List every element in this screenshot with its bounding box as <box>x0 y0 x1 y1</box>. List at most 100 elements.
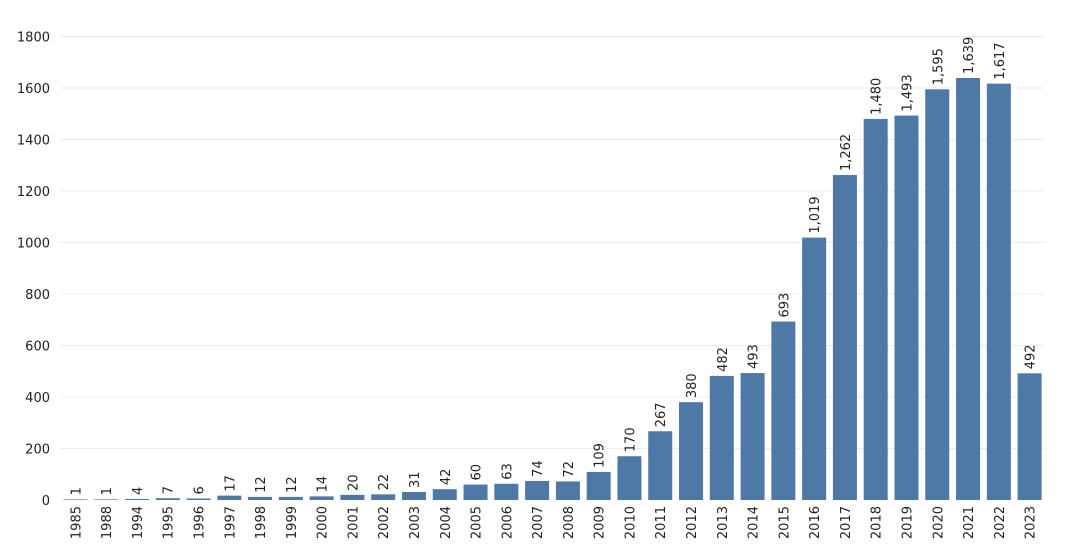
x-tick-label-2011: 2011 <box>654 506 669 539</box>
bar-2022 <box>986 83 1011 500</box>
bar-2017 <box>832 175 857 500</box>
data-label-1998: 12 <box>254 476 269 493</box>
y-tick-label: 200 <box>25 443 50 458</box>
data-label-2021: 1,639 <box>962 37 977 74</box>
x-tick-label-2005: 2005 <box>470 506 485 539</box>
data-label-2001: 20 <box>346 474 361 491</box>
x-tick-label-2001: 2001 <box>346 506 361 539</box>
data-label-2007: 74 <box>531 460 546 477</box>
data-label-1994: 4 <box>131 487 146 495</box>
x-tick-label-2021: 2021 <box>962 506 977 539</box>
bar-2015 <box>771 321 796 500</box>
bar-2011 <box>648 431 673 500</box>
x-tick-label-2013: 2013 <box>716 506 731 539</box>
bar-2020 <box>925 89 950 500</box>
x-tick-label-2012: 2012 <box>685 506 700 539</box>
x-tick-label-1995: 1995 <box>162 506 177 539</box>
bar-2014 <box>740 373 765 500</box>
bar-2007 <box>525 480 550 500</box>
y-tick-label: 800 <box>25 288 50 303</box>
bar-2005 <box>463 484 488 500</box>
data-label-2009: 109 <box>593 443 608 468</box>
data-label-1995: 7 <box>162 486 177 494</box>
data-label-2005: 60 <box>470 464 485 481</box>
bars <box>63 77 1042 501</box>
x-tick-label-2022: 2022 <box>993 506 1008 539</box>
bar-2009 <box>586 471 611 500</box>
x-tick-label-1988: 1988 <box>100 506 115 539</box>
bar-1997 <box>217 495 242 500</box>
y-tick-label: 1000 <box>17 237 50 252</box>
x-tick-label-1996: 1996 <box>193 506 208 539</box>
x-tick-label-1994: 1994 <box>131 506 146 539</box>
x-tick-label-2020: 2020 <box>931 506 946 539</box>
data-label-2016: 1,019 <box>808 196 823 233</box>
bar-1995 <box>155 498 180 500</box>
x-tick-label-2014: 2014 <box>747 506 762 539</box>
data-label-2014: 493 <box>747 344 762 369</box>
data-label-2020: 1,595 <box>931 48 946 85</box>
data-label-2019: 1,493 <box>900 74 915 111</box>
bar-1985 <box>63 499 88 500</box>
data-label-1999: 12 <box>285 476 300 493</box>
bar-2000 <box>309 496 334 500</box>
x-tick-label-2007: 2007 <box>531 506 546 539</box>
data-labels: 1 1 4 7 6 17 12 12 14 20 22 31 42 60 63 74 7210917026738… <box>69 37 1038 496</box>
y-axis: 0 200 400 600 800 1000 1200 1400 1600 1800 <box>17 31 50 510</box>
bar-2021 <box>956 77 981 501</box>
bar-1999 <box>278 496 303 500</box>
data-label-2018: 1,480 <box>870 78 885 115</box>
y-tick-label: 0 <box>42 494 50 509</box>
bar-2023 <box>1017 373 1042 500</box>
data-label-1996: 6 <box>193 486 208 494</box>
x-tick-label-2017: 2017 <box>839 506 854 539</box>
bar-1996 <box>186 498 211 500</box>
bar-1998 <box>248 496 273 500</box>
bar-1988 <box>94 499 119 500</box>
x-tick-label-1997: 1997 <box>223 506 238 539</box>
x-tick-label-1998: 1998 <box>254 506 269 539</box>
y-tick-label: 600 <box>25 340 50 355</box>
bar-2019 <box>894 115 919 501</box>
x-tick-label-2019: 2019 <box>900 506 915 539</box>
x-tick-label-2003: 2003 <box>408 506 423 539</box>
bar-2010 <box>617 456 642 500</box>
x-tick-label-2015: 2015 <box>777 506 792 539</box>
x-tick-label-2004: 2004 <box>439 506 454 539</box>
data-label-2012: 380 <box>685 373 700 398</box>
data-label-2000: 14 <box>316 476 331 493</box>
x-tick-label-2008: 2008 <box>562 506 577 539</box>
data-label-2002: 22 <box>377 474 392 491</box>
data-label-2006: 63 <box>500 463 515 480</box>
bar-2003 <box>401 492 426 500</box>
x-tick-label-2000: 2000 <box>316 506 331 539</box>
bar-2001 <box>340 494 365 500</box>
bar-2012 <box>679 402 704 500</box>
bar-2016 <box>802 237 827 501</box>
bar-2002 <box>371 494 396 500</box>
x-tick-label-1985: 1985 <box>69 506 84 539</box>
data-label-2015: 693 <box>777 293 792 318</box>
x-tick-label-2002: 2002 <box>377 506 392 539</box>
data-label-1985: 1 <box>69 487 84 495</box>
bar-2006 <box>494 483 519 500</box>
y-tick-label: 1200 <box>17 185 50 200</box>
y-tick-label: 400 <box>25 391 50 406</box>
bar-2018 <box>863 118 888 501</box>
data-label-2017: 1,262 <box>839 134 854 171</box>
x-tick-label-2006: 2006 <box>500 506 515 539</box>
data-label-2022: 1,617 <box>993 42 1008 79</box>
x-axis: 1985 1988 1994 1995 1996 1997 1998 1999 2000 2001… <box>69 506 1038 539</box>
data-label-2003: 31 <box>408 471 423 488</box>
y-tick-label: 1800 <box>17 31 50 46</box>
bar-1994 <box>124 498 149 500</box>
data-label-2011: 267 <box>654 402 669 427</box>
data-label-1997: 17 <box>223 475 238 492</box>
x-tick-label-1999: 1999 <box>285 506 300 539</box>
data-label-2004: 42 <box>439 469 454 486</box>
bar-2004 <box>432 489 457 500</box>
x-tick-label-2009: 2009 <box>593 506 608 539</box>
x-tick-label-2023: 2023 <box>1024 506 1039 539</box>
